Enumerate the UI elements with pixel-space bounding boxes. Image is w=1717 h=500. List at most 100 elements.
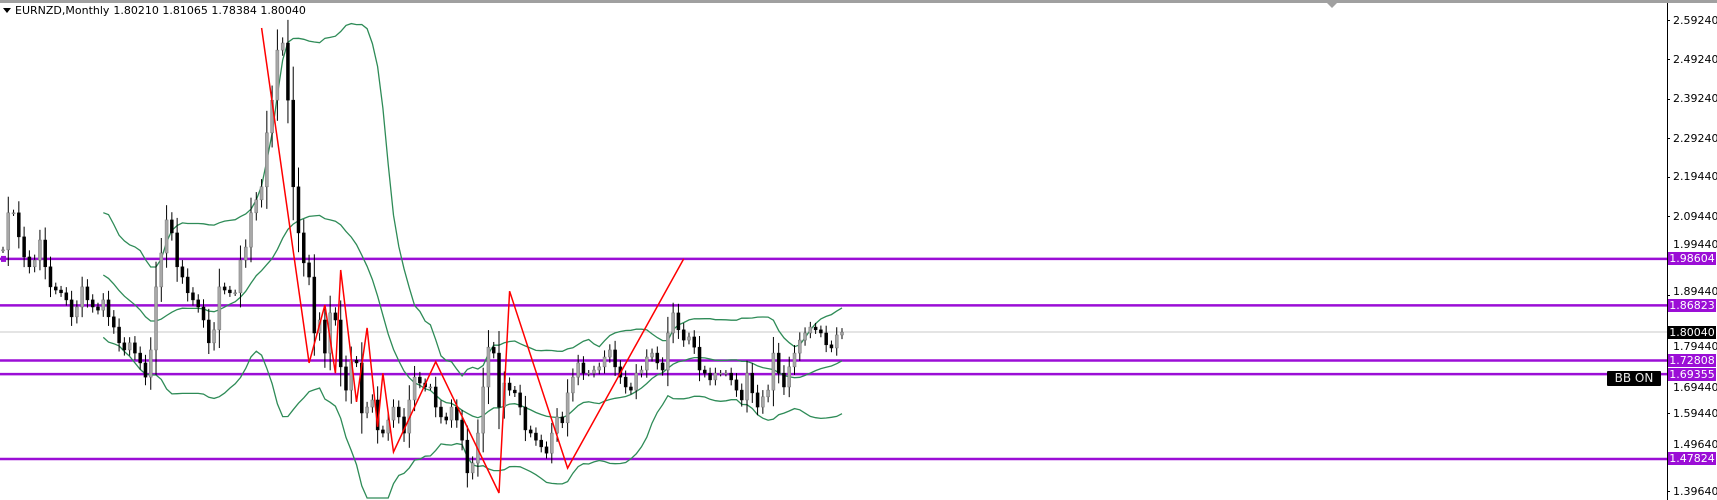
- candle-body: [602, 356, 607, 368]
- candle-body: [560, 416, 565, 424]
- candle-body: [571, 376, 575, 394]
- candle: [592, 365, 596, 378]
- chart-shift-marker-icon[interactable]: [1327, 3, 1337, 8]
- candle: [655, 346, 660, 370]
- candle: [43, 227, 47, 280]
- candle-body: [697, 346, 702, 371]
- y-tick-label: 1.39640: [1673, 484, 1717, 498]
- candle: [449, 399, 454, 428]
- candle-body: [259, 186, 264, 201]
- candle-body: [148, 349, 153, 378]
- candle-body: [645, 356, 649, 371]
- candle-body: [724, 372, 728, 375]
- candle: [571, 368, 575, 402]
- tick-mark: [1667, 295, 1670, 296]
- candle: [64, 287, 69, 306]
- candle-body: [180, 266, 185, 278]
- candle-body: [90, 299, 95, 308]
- candle-body: [761, 396, 765, 408]
- candle: [718, 370, 723, 377]
- candle-body: [465, 439, 470, 474]
- candle: [824, 325, 828, 353]
- candle: [228, 285, 232, 297]
- level-label: 1.98604: [1668, 252, 1716, 266]
- candle-body: [75, 306, 79, 318]
- candle-body: [745, 372, 749, 401]
- candle-body: [803, 332, 807, 341]
- candle-body: [586, 372, 591, 375]
- candle: [17, 201, 21, 249]
- candle-body: [439, 406, 443, 418]
- tick-mark: [1667, 98, 1670, 100]
- candle-body: [185, 276, 190, 294]
- candle: [22, 226, 26, 268]
- candle-body: [164, 219, 169, 254]
- candle: [286, 19, 290, 124]
- y-tick-label: 1.79440: [1673, 339, 1717, 353]
- candle: [143, 354, 148, 386]
- candle-body: [840, 331, 844, 336]
- candle-body: [539, 439, 543, 448]
- candle-body: [666, 332, 670, 371]
- candle-body: [38, 239, 42, 261]
- candle-body: [344, 366, 348, 391]
- candle: [296, 167, 301, 253]
- candle: [1, 246, 5, 254]
- candle-body: [676, 312, 681, 331]
- candle-body: [819, 329, 823, 334]
- candle-body: [581, 362, 586, 374]
- level-label: 1.86823: [1668, 298, 1716, 312]
- candle: [534, 427, 538, 446]
- tick-mark: [1667, 216, 1670, 218]
- candle: [381, 425, 385, 438]
- candle: [465, 425, 470, 488]
- candle-body: [623, 376, 628, 388]
- candle: [6, 196, 11, 266]
- candle: [444, 412, 448, 425]
- candle-body: [391, 406, 396, 421]
- candle: [333, 307, 338, 326]
- candle: [724, 370, 728, 377]
- candle: [106, 290, 111, 326]
- candle: [755, 384, 760, 416]
- candle: [196, 294, 200, 313]
- candle: [48, 256, 53, 298]
- candle: [623, 370, 628, 394]
- candle-body: [302, 232, 306, 264]
- candle: [397, 400, 401, 424]
- candle: [803, 327, 807, 346]
- dropdown-triangle-icon[interactable]: [3, 8, 11, 13]
- candle: [687, 332, 691, 345]
- candle-body: [650, 352, 654, 358]
- candle: [739, 383, 744, 407]
- candle-body: [296, 186, 301, 234]
- candle-body: [834, 334, 839, 349]
- candle-body: [254, 199, 259, 214]
- candle-body: [829, 344, 834, 349]
- candle: [433, 376, 438, 418]
- candle: [729, 367, 733, 386]
- candle: [840, 328, 844, 340]
- candle: [117, 318, 121, 352]
- candle: [676, 303, 681, 339]
- candle-body: [32, 259, 37, 268]
- candle: [776, 342, 781, 384]
- y-tick-label: 2.19440: [1673, 170, 1717, 184]
- candle: [233, 289, 237, 296]
- candle: [254, 192, 259, 221]
- price-chart[interactable]: [0, 0, 1667, 500]
- candle: [486, 330, 491, 405]
- candle: [439, 400, 443, 424]
- candle-body: [333, 312, 338, 321]
- candle-body: [798, 339, 802, 354]
- candle-body: [291, 99, 295, 188]
- candle-body: [233, 292, 237, 295]
- candle: [713, 367, 718, 386]
- price-axis[interactable]: [1667, 3, 1668, 500]
- candle-body: [133, 342, 137, 354]
- candle-body: [592, 369, 596, 374]
- y-tick-label: 1.49640: [1673, 438, 1717, 452]
- candle-body: [671, 312, 675, 334]
- candle-body: [312, 276, 317, 334]
- candle: [819, 325, 823, 338]
